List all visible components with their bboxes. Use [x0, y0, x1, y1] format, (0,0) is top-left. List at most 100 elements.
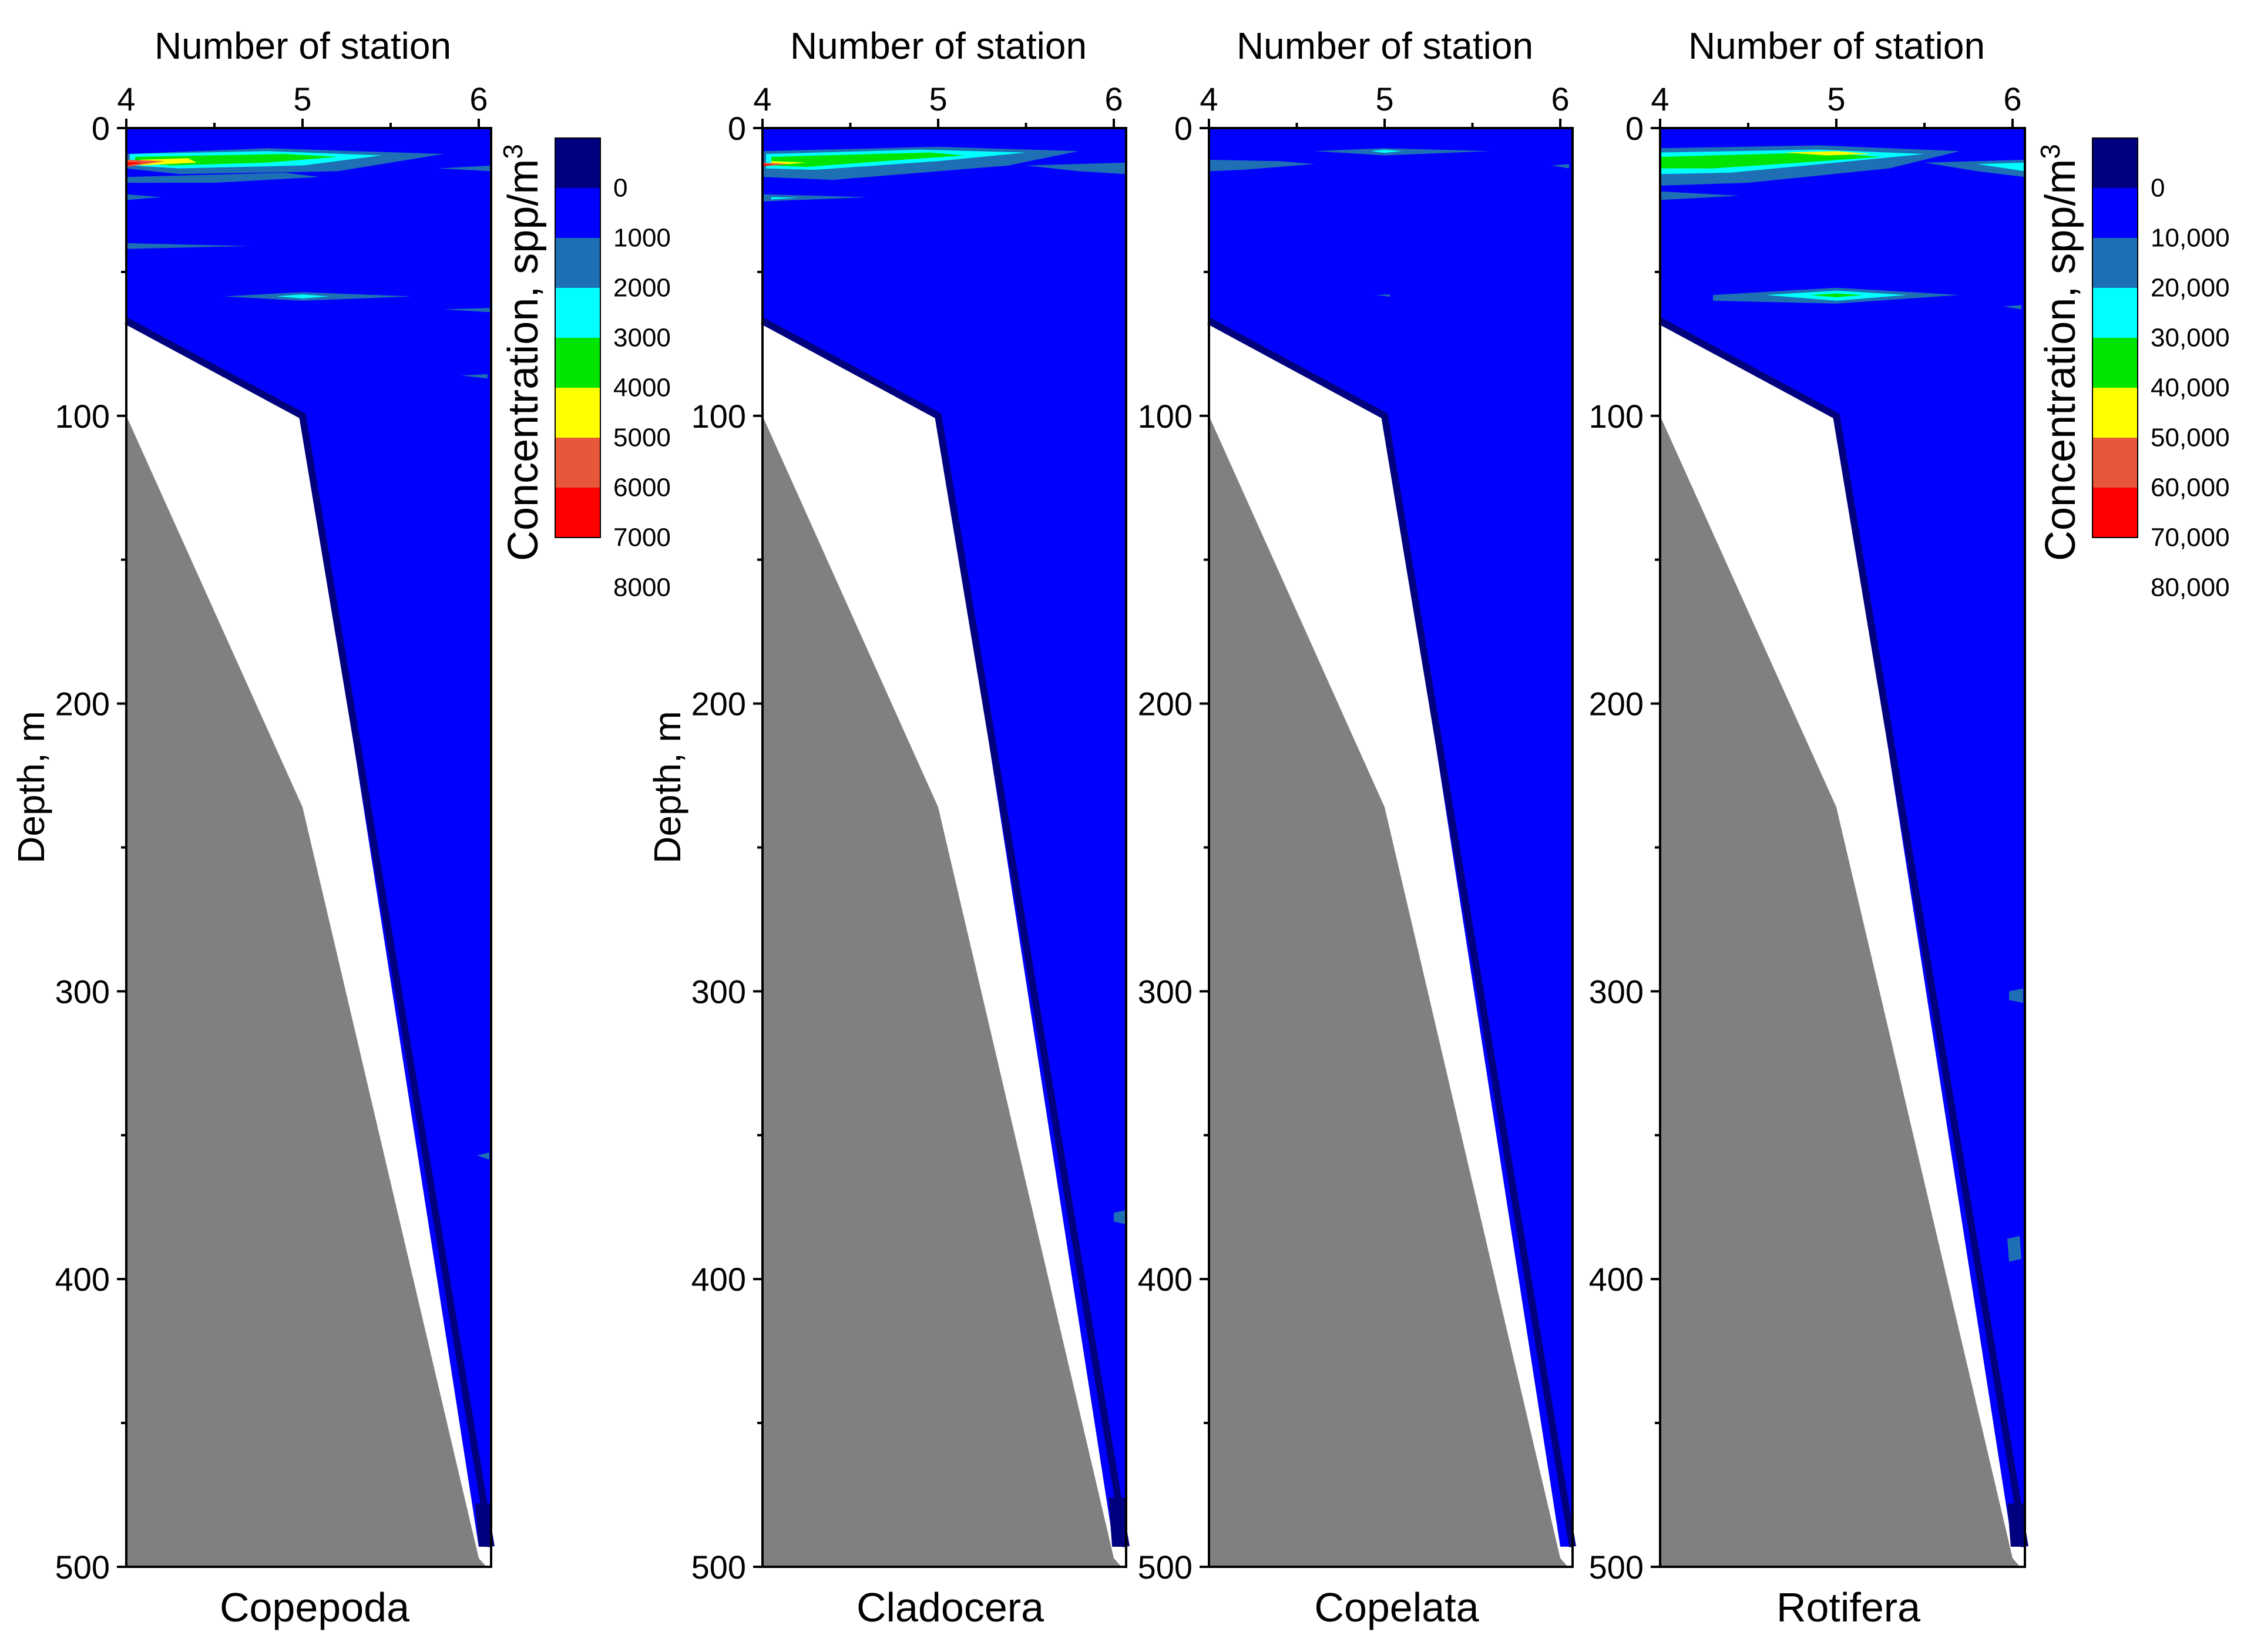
y-tick-label: 400: [1138, 1261, 1192, 1298]
y-tick-label: 100: [691, 398, 746, 435]
contour-patch: [762, 194, 868, 202]
y-tick-label: 0: [1625, 110, 1644, 147]
contour-patch: [1660, 191, 1739, 200]
colorbar-label: 6000: [613, 474, 671, 502]
colorbar-swatch: [2092, 338, 2138, 388]
y-tick-label: 100: [55, 398, 110, 435]
y-tick-label: 300: [1138, 973, 1192, 1010]
panel-copelata: 0 100 200 300 400 500 4 5 6 Number of station Cope…: [1138, 25, 1576, 1630]
y-tick-label: 500: [1589, 1549, 1644, 1586]
contour-patch: [1114, 1210, 1126, 1225]
colorbar-swatch: [555, 288, 600, 338]
colorbar-swatch: [2092, 238, 2138, 288]
y-axis-title: Depth, m: [646, 711, 688, 864]
contour-patch: [477, 1152, 489, 1160]
contour-patch: [276, 294, 329, 298]
colorbar-swatch: [555, 188, 600, 238]
colorbar-label: 30,000: [2151, 324, 2230, 352]
y-axis-title: Depth, m: [10, 711, 52, 864]
colorbar-label: 2000: [613, 274, 671, 303]
contour-patch: [2004, 305, 2021, 310]
contour-patch: [762, 164, 775, 166]
colorbar-label: 5000: [613, 424, 671, 452]
contour-patch: [1810, 293, 1863, 297]
x-tick-label: 5: [1375, 80, 1393, 117]
colorbar-label: 8000: [613, 573, 671, 602]
x-tick-label: 6: [1104, 80, 1123, 117]
colorbar-label: 10,000: [2151, 224, 2230, 253]
contour-patch: [126, 159, 165, 167]
x-tick-label: 6: [2003, 80, 2021, 117]
colorbar-title-exponent: 3: [498, 144, 528, 159]
colorbar-label: 0: [2151, 174, 2165, 203]
contour-patch: [140, 158, 197, 166]
y-tick-label: 0: [1174, 110, 1192, 147]
colorbar-swatch: [2092, 388, 2138, 438]
colorbar-copepoda: 0 1000 2000 3000 4000 5000 6000 7000 8000 Concent…: [498, 137, 671, 602]
contour-patch: [126, 172, 320, 183]
colorbar-swatch: [555, 138, 600, 188]
colorbar-label: 0: [613, 174, 627, 203]
colorbar-swatch: [2092, 488, 2138, 538]
contour-patch: [1314, 148, 1490, 156]
y-tick-label: 500: [691, 1549, 746, 1586]
contour-patch: [461, 374, 488, 379]
panel-title: Rotifera: [1776, 1584, 1920, 1630]
x-tick-label: 5: [1827, 80, 1845, 117]
colorbar-title-exponent: 3: [2035, 144, 2065, 159]
bottom-line: [1207, 317, 1576, 1547]
y-tick-label: 200: [1138, 686, 1192, 723]
x-axis-title: Number of station: [1688, 25, 1985, 67]
colorbar-label: 60,000: [2151, 474, 2230, 502]
y-tick-label: 300: [691, 973, 746, 1010]
x-tick-label: 4: [1651, 80, 1669, 117]
y-tick-label: 500: [1138, 1549, 1192, 1586]
bottom-line: [125, 317, 495, 1547]
y-tick-label: 200: [1589, 686, 1644, 723]
contour-patch: [438, 165, 491, 172]
x-axis-title: Number of station: [1237, 25, 1533, 67]
x-tick-label: 6: [469, 80, 488, 117]
bottom-line: [761, 317, 1130, 1547]
colorbar-label: 50,000: [2151, 424, 2230, 452]
contour-patch: [126, 194, 162, 200]
panel-title: Copepoda: [220, 1584, 409, 1630]
y-tick-label: 100: [1138, 398, 1192, 435]
y-tick-label: 200: [691, 686, 746, 723]
contour-patch: [771, 197, 798, 200]
colorbar-swatch: [2092, 438, 2138, 488]
colorbar-swatch: [2092, 288, 2138, 338]
colorbar-label: 3000: [613, 324, 671, 352]
contour-patch: [1026, 162, 1126, 174]
contour-patch: [771, 152, 965, 167]
contour-patch: [1551, 164, 1569, 169]
y-tick-label: 0: [728, 110, 746, 147]
x-tick-label: 4: [117, 80, 135, 117]
contour-patch: [1660, 152, 1880, 169]
colorbar-swatch: [555, 488, 600, 538]
seafloor: [126, 415, 486, 1567]
y-tick-label: 200: [55, 686, 110, 723]
panel-title: Copelata: [1314, 1584, 1479, 1630]
colorbar-label: 1000: [613, 224, 671, 253]
colorbar-label: 20,000: [2151, 274, 2230, 303]
contour-patch: [126, 162, 144, 166]
seafloor: [762, 415, 1121, 1567]
colorbar-rotifera: 0 10,000 20,000 30,000 40,000 50,000 60,000 70,…: [2035, 137, 2230, 602]
contour-patch: [2007, 1235, 2021, 1262]
colorbar-title: Concentration, spp/m3: [498, 144, 547, 561]
colorbar-swatch: [555, 238, 600, 288]
colorbars: 010002000300040005000600070008000Concent…: [498, 137, 2230, 602]
seafloor: [1209, 415, 1568, 1567]
colorbar-title-text: Concentration, spp/m: [500, 159, 547, 561]
colorbar-frame: [555, 137, 601, 538]
contour-patch: [444, 308, 491, 313]
contour-patch: [2009, 988, 2023, 1003]
panel-title: Cladocera: [856, 1584, 1044, 1630]
y-tick-label: 300: [1589, 973, 1644, 1010]
colorbar-swatch: [555, 338, 600, 388]
colorbar-label: 70,000: [2151, 523, 2230, 552]
x-tick-label: 4: [1200, 80, 1218, 117]
